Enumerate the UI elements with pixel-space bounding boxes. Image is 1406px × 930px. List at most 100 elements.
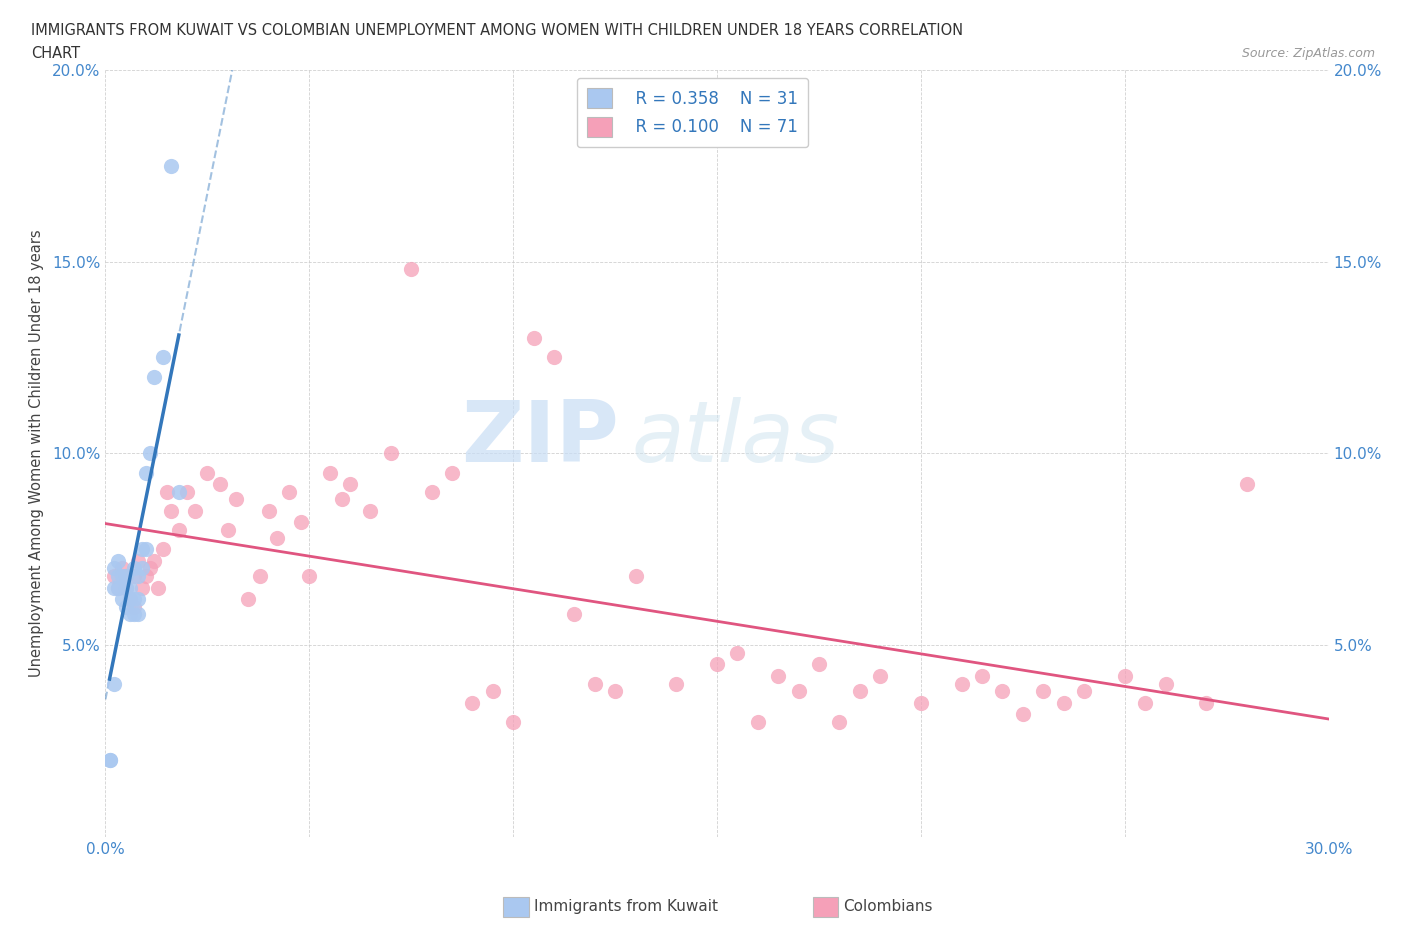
Point bbox=[98, 753, 121, 768]
Point bbox=[118, 580, 141, 595]
Point bbox=[298, 569, 321, 584]
Text: ZIP: ZIP bbox=[461, 396, 619, 480]
Point bbox=[1114, 669, 1136, 684]
Point bbox=[523, 331, 546, 346]
Point bbox=[869, 669, 891, 684]
Point bbox=[502, 714, 524, 729]
Point bbox=[360, 503, 382, 518]
Point bbox=[115, 569, 138, 584]
Point bbox=[401, 262, 423, 277]
Point bbox=[127, 607, 149, 622]
Point bbox=[1236, 477, 1258, 492]
Point bbox=[103, 569, 125, 584]
Point bbox=[441, 465, 464, 480]
Point bbox=[1032, 684, 1054, 698]
Point bbox=[103, 676, 125, 691]
Point bbox=[562, 607, 586, 622]
Point bbox=[159, 158, 181, 173]
FancyBboxPatch shape bbox=[503, 897, 529, 917]
Point bbox=[197, 465, 219, 480]
Point bbox=[970, 669, 993, 684]
Point bbox=[217, 523, 239, 538]
Point bbox=[950, 676, 973, 691]
Point bbox=[127, 569, 149, 584]
Point bbox=[266, 530, 288, 545]
Point bbox=[339, 477, 361, 492]
Point bbox=[111, 569, 134, 584]
Point bbox=[156, 485, 179, 499]
Point bbox=[131, 580, 153, 595]
Point bbox=[583, 676, 606, 691]
Point bbox=[167, 523, 190, 538]
Point bbox=[115, 600, 138, 615]
Point bbox=[148, 580, 170, 595]
Point bbox=[768, 669, 790, 684]
Point bbox=[131, 542, 153, 557]
Point bbox=[665, 676, 688, 691]
Point bbox=[176, 485, 198, 499]
Point bbox=[330, 492, 353, 507]
Point bbox=[122, 569, 145, 584]
Point bbox=[225, 492, 247, 507]
Point bbox=[257, 503, 280, 518]
Point bbox=[159, 503, 181, 518]
Point bbox=[706, 657, 728, 671]
Point bbox=[139, 561, 162, 576]
Point bbox=[290, 515, 312, 530]
Point bbox=[107, 553, 129, 568]
Point bbox=[991, 684, 1014, 698]
Y-axis label: Unemployment Among Women with Children Under 18 years: Unemployment Among Women with Children U… bbox=[30, 230, 44, 677]
Point bbox=[849, 684, 872, 698]
Point bbox=[107, 580, 129, 595]
Text: Immigrants from Kuwait: Immigrants from Kuwait bbox=[534, 899, 718, 914]
Point bbox=[152, 542, 174, 557]
Point bbox=[107, 580, 129, 595]
Point bbox=[152, 350, 174, 365]
Point bbox=[103, 561, 125, 576]
Point bbox=[111, 591, 134, 606]
FancyBboxPatch shape bbox=[813, 897, 838, 917]
Point bbox=[127, 553, 149, 568]
Point bbox=[727, 645, 749, 660]
Point bbox=[605, 684, 627, 698]
Point bbox=[98, 753, 121, 768]
Point bbox=[184, 503, 207, 518]
Point bbox=[543, 350, 565, 365]
Point bbox=[380, 446, 402, 461]
Point bbox=[1195, 696, 1218, 711]
Point bbox=[131, 561, 153, 576]
Point bbox=[910, 696, 932, 711]
Point bbox=[461, 696, 484, 711]
Point bbox=[143, 369, 166, 384]
Point bbox=[122, 561, 145, 576]
Point bbox=[318, 465, 342, 480]
Point bbox=[135, 465, 157, 480]
Point bbox=[278, 485, 301, 499]
Point bbox=[139, 446, 162, 461]
Point bbox=[1133, 696, 1156, 711]
Point bbox=[118, 591, 141, 606]
Point bbox=[828, 714, 851, 729]
Point bbox=[624, 569, 647, 584]
Text: CHART: CHART bbox=[31, 46, 80, 61]
Point bbox=[1073, 684, 1095, 698]
Point bbox=[103, 580, 125, 595]
Point bbox=[807, 657, 830, 671]
Point bbox=[127, 591, 149, 606]
Point bbox=[115, 580, 138, 595]
Point bbox=[1052, 696, 1074, 711]
Point bbox=[249, 569, 271, 584]
Text: atlas: atlas bbox=[631, 396, 839, 480]
Text: IMMIGRANTS FROM KUWAIT VS COLOMBIAN UNEMPLOYMENT AMONG WOMEN WITH CHILDREN UNDER: IMMIGRANTS FROM KUWAIT VS COLOMBIAN UNEM… bbox=[31, 23, 963, 38]
Point bbox=[118, 607, 141, 622]
Point bbox=[787, 684, 810, 698]
Point bbox=[135, 542, 157, 557]
Point bbox=[115, 580, 138, 595]
Text: Source: ZipAtlas.com: Source: ZipAtlas.com bbox=[1241, 46, 1375, 60]
Point bbox=[747, 714, 769, 729]
Text: Colombians: Colombians bbox=[844, 899, 934, 914]
Point bbox=[236, 591, 260, 606]
Point bbox=[122, 607, 145, 622]
Point bbox=[118, 591, 141, 606]
Point bbox=[208, 477, 231, 492]
